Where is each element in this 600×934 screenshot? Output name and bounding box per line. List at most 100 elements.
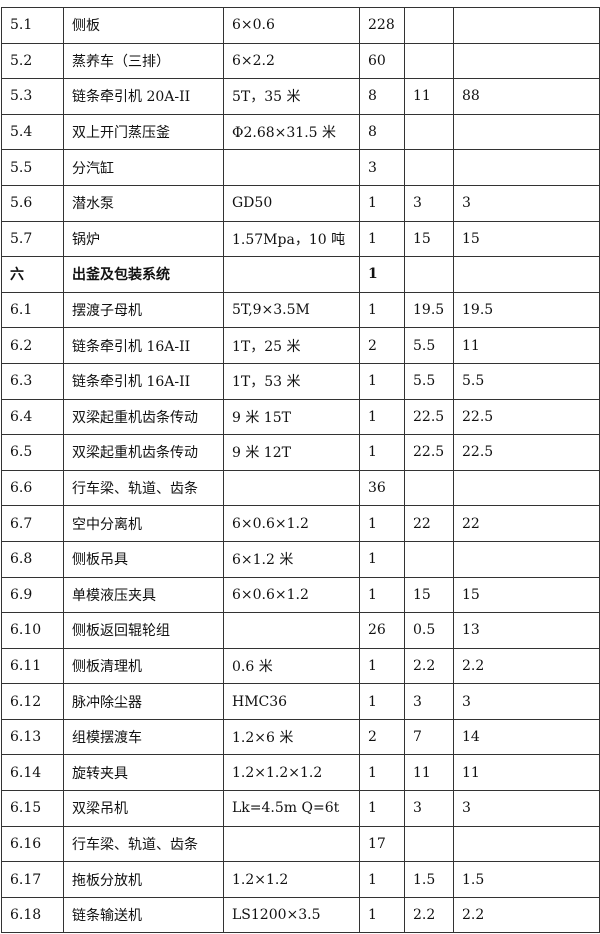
spec: GD50: [223, 184, 360, 222]
total-power: 15: [453, 220, 600, 258]
unit-power: 7: [404, 718, 454, 756]
item-no: 5.6: [1, 184, 64, 222]
item-no: 6.4: [1, 398, 64, 436]
total-power: 88: [453, 78, 600, 115]
item-name: 链条牵引机 16A-II: [63, 327, 224, 364]
unit-power: 2.2: [404, 896, 454, 934]
table-row: 6.16 行车梁、轨道、齿条 17: [1, 825, 600, 863]
item-name: 链条牵引机 16A-II: [63, 362, 224, 400]
table-row: 6.2 链条牵引机 16A-II 1T，25 米 2 5.5 11: [1, 327, 600, 364]
item-name: 侧板吊具: [63, 540, 224, 578]
unit-power: 22.5: [404, 398, 454, 436]
total-power: 11: [453, 754, 600, 792]
spec: 5T，35 米: [223, 78, 360, 115]
unit-power: 3: [404, 790, 454, 827]
quantity: 3: [359, 149, 405, 186]
item-no: 6.17: [1, 861, 64, 898]
item-name: 侧板清理机: [63, 647, 224, 685]
item-name: 侧板返回辊轮组: [63, 612, 224, 649]
table-row: 6.17 拖板分放机 1.2×1.2 1 1.5 1.5: [1, 861, 600, 898]
table-row: 5.2 蒸养车（三排） 6×2.2 60: [1, 42, 600, 80]
unit-power: 3: [404, 683, 454, 720]
item-name: 双梁起重机齿条传动: [63, 434, 224, 471]
spec: 9 米 15T: [223, 398, 360, 436]
unit-power: 3: [404, 184, 454, 222]
spec: 6×2.2: [223, 42, 360, 80]
spec: [223, 256, 360, 293]
spec: HMC36: [223, 683, 360, 720]
quantity: 36: [359, 469, 405, 507]
table-row: 6.15 双梁吊机 Lk=4.5m Q=6t 1 3 3: [1, 790, 600, 827]
spec: 6×1.2 米: [223, 540, 360, 578]
table-row: 6.1 摆渡子母机 5T,9×3.5M 1 19.5 19.5: [1, 291, 600, 329]
unit-power: [404, 469, 454, 507]
table-row: 6.7 空中分离机 6×0.6×1.2 1 22 22: [1, 505, 600, 542]
item-no: 6.3: [1, 362, 64, 400]
total-power: 14: [453, 718, 600, 756]
quantity: 2: [359, 327, 405, 364]
table-row: 6.5 双梁起重机齿条传动 9 米 12T 1 22.5 22.5: [1, 434, 600, 471]
table-row: 6.6 行车梁、轨道、齿条 36: [1, 469, 600, 507]
total-power: [453, 825, 600, 863]
quantity: 1: [359, 256, 405, 293]
spec: 9 米 12T: [223, 434, 360, 471]
spec: [223, 825, 360, 863]
spec: 6×0.6×1.2: [223, 505, 360, 542]
total-power: [453, 7, 600, 44]
unit-power: 5.5: [404, 327, 454, 364]
item-name: 空中分离机: [63, 505, 224, 542]
table-row: 5.5 分汽缸 3: [1, 149, 600, 186]
quantity: 1: [359, 861, 405, 898]
total-power: [453, 256, 600, 293]
total-power: [453, 469, 600, 507]
total-power: 13: [453, 612, 600, 649]
item-no: 6.10: [1, 612, 64, 649]
item-no: 6.14: [1, 754, 64, 792]
item-no: 6.13: [1, 718, 64, 756]
quantity: 60: [359, 42, 405, 80]
table-row: 6.4 双梁起重机齿条传动 9 米 15T 1 22.5 22.5: [1, 398, 600, 436]
spec: 6×0.6: [223, 7, 360, 44]
unit-power: 11: [404, 754, 454, 792]
item-no: 6.8: [1, 540, 64, 578]
unit-power: 22.5: [404, 434, 454, 471]
item-no: 六: [1, 256, 64, 293]
item-no: 5.4: [1, 113, 64, 151]
spec: Lk=4.5m Q=6t: [223, 790, 360, 827]
total-power: 1.5: [453, 861, 600, 898]
total-power: 2.2: [453, 647, 600, 685]
total-power: [453, 113, 600, 151]
quantity: 2: [359, 718, 405, 756]
item-name: 链条输送机: [63, 896, 224, 934]
quantity: 1: [359, 434, 405, 471]
document: 5.1 侧板 6×0.6 228 5.2 蒸养车（三排） 6×2.2 60 5.3 链条牵引机 2…: [0, 7, 600, 934]
spec: Φ2.68×31.5 米: [223, 113, 360, 151]
unit-power: 19.5: [404, 291, 454, 329]
unit-power: 15: [404, 576, 454, 614]
quantity: 1: [359, 754, 405, 792]
total-power: 2.2: [453, 896, 600, 934]
item-no: 6.7: [1, 505, 64, 542]
quantity: 1: [359, 683, 405, 720]
unit-power: 22: [404, 505, 454, 542]
unit-power: 11: [404, 78, 454, 115]
item-no: 6.5: [1, 434, 64, 471]
table-row: 6.18 链条输送机 LS1200×3.5 1 2.2 2.2: [1, 896, 600, 934]
item-name: 行车梁、轨道、齿条: [63, 469, 224, 507]
quantity: 1: [359, 896, 405, 934]
item-no: 5.2: [1, 42, 64, 80]
table-row: 6.9 单模液压夹具 6×0.6×1.2 1 15 15: [1, 576, 600, 614]
spec: 1.2×1.2: [223, 861, 360, 898]
item-no: 5.5: [1, 149, 64, 186]
total-power: [453, 540, 600, 578]
table-row: 5.7 锅炉 1.57Mpa，10 吨 1 15 15: [1, 220, 600, 258]
item-no: 6.6: [1, 469, 64, 507]
quantity: 1: [359, 291, 405, 329]
spec: 5T,9×3.5M: [223, 291, 360, 329]
spec: 6×0.6×1.2: [223, 576, 360, 614]
unit-power: 1.5: [404, 861, 454, 898]
quantity: 8: [359, 113, 405, 151]
item-name: 锅炉: [63, 220, 224, 258]
